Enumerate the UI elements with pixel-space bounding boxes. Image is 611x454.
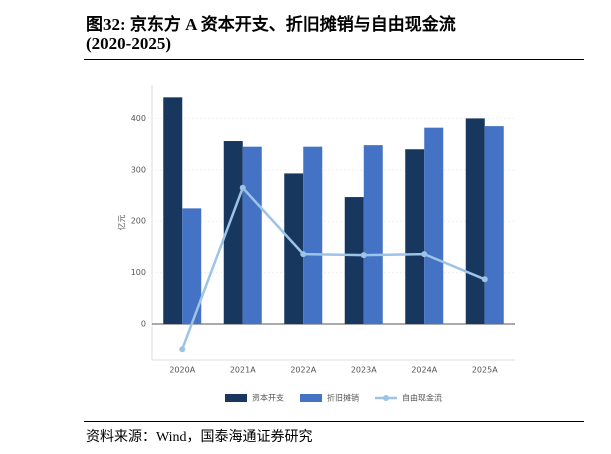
y-tick-label: 300 bbox=[131, 165, 146, 174]
figure-title: 图32: 京东方 A 资本开支、折旧摊销与自由现金流 bbox=[86, 15, 456, 34]
x-tick-label: 2024A bbox=[411, 366, 437, 375]
line bbox=[181, 185, 486, 350]
line-point bbox=[179, 346, 186, 353]
rule bbox=[84, 421, 584, 422]
legend-label: 资本开支 bbox=[252, 393, 284, 403]
bar bbox=[344, 197, 364, 325]
y-tick-label: 0 bbox=[141, 320, 146, 329]
bar bbox=[223, 141, 243, 325]
line-point bbox=[360, 252, 367, 259]
x-tick-label: 2021A bbox=[230, 366, 256, 375]
figure-title: (2020-2025) bbox=[86, 34, 171, 53]
line-point bbox=[481, 276, 488, 283]
bar bbox=[242, 146, 262, 325]
line-point bbox=[421, 251, 428, 258]
bar bbox=[363, 145, 383, 325]
bar bbox=[484, 126, 504, 325]
line-point bbox=[239, 184, 246, 191]
bar bbox=[405, 149, 425, 325]
bar bbox=[303, 146, 323, 325]
source-note: 资料来源：Wind，国泰海通证券研究 bbox=[86, 430, 313, 445]
x-tick-label: 2023A bbox=[351, 366, 377, 375]
line-point bbox=[300, 251, 307, 258]
bar bbox=[284, 173, 304, 325]
legend-label: 自由现金流 bbox=[402, 393, 442, 403]
bar bbox=[182, 208, 202, 325]
legend-swatch bbox=[383, 395, 389, 401]
y-tick-label: 200 bbox=[131, 217, 146, 226]
legend-swatch bbox=[300, 394, 322, 402]
bar bbox=[424, 127, 444, 325]
y-tick-label: 400 bbox=[131, 114, 146, 123]
x-tick-label: 2020A bbox=[169, 366, 195, 375]
x-tick-label: 2025A bbox=[472, 366, 498, 375]
bar bbox=[163, 97, 183, 325]
y-tick-label: 100 bbox=[131, 268, 146, 277]
legend-swatch bbox=[225, 394, 247, 402]
rule bbox=[84, 59, 584, 60]
x-tick-label: 2022A bbox=[290, 366, 316, 375]
bar bbox=[465, 118, 485, 325]
legend-label: 折旧摊销 bbox=[327, 393, 359, 403]
y-axis-label: 亿元 bbox=[117, 215, 127, 231]
